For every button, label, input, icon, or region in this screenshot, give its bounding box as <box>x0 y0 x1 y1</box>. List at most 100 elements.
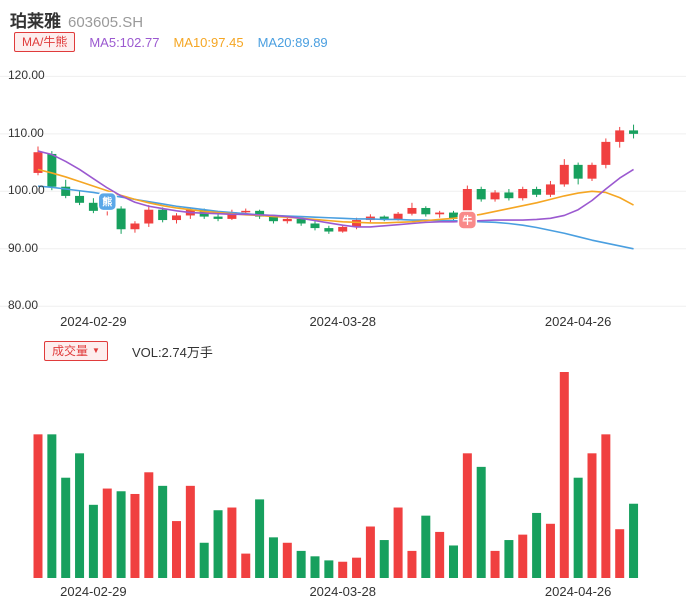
volume-bar <box>545 523 555 578</box>
candle[interactable] <box>518 189 528 199</box>
volume-bar <box>615 529 625 578</box>
candle[interactable] <box>615 130 625 142</box>
candle[interactable] <box>310 223 320 229</box>
candle[interactable] <box>338 226 348 232</box>
volume-bar <box>573 477 583 578</box>
ma10-line <box>37 168 634 224</box>
volume-bar <box>144 472 154 578</box>
volume-bar <box>407 550 417 578</box>
volume-bar <box>393 507 403 578</box>
candle[interactable] <box>559 164 569 185</box>
volume-bar <box>296 550 306 578</box>
ma20-value: MA20:89.89 <box>257 34 328 50</box>
candle[interactable] <box>116 208 126 230</box>
candle[interactable] <box>476 189 486 200</box>
candle[interactable] <box>490 192 500 200</box>
volume-bar <box>213 510 223 578</box>
volume-bar <box>130 493 140 578</box>
candle[interactable] <box>407 207 417 214</box>
y-axis-label: 110.00 <box>8 125 44 140</box>
ma5-value: MA5:102.77 <box>89 34 160 50</box>
candle[interactable] <box>75 195 85 203</box>
bull-glyph: 牛 <box>462 214 472 227</box>
candle[interactable] <box>545 184 555 195</box>
candle[interactable] <box>421 207 431 215</box>
volume-bar <box>421 515 431 578</box>
candle[interactable] <box>352 220 362 227</box>
candle[interactable] <box>379 216 389 220</box>
volume-bar <box>490 550 500 578</box>
candle[interactable] <box>227 212 237 219</box>
volume-bar <box>199 542 209 578</box>
volume-bar <box>532 512 542 578</box>
volume-bar <box>629 503 639 578</box>
x-axis-label: 2024-03-28 <box>309 314 376 329</box>
candle[interactable] <box>282 218 292 222</box>
volume-bar <box>462 453 472 578</box>
chevron-down-icon: ▼ <box>92 346 100 355</box>
candle[interactable] <box>462 189 472 219</box>
candle[interactable] <box>449 212 458 219</box>
price-chart[interactable]: 熊牛 120.00 110.00 100.00 90.00 80.00 <box>0 62 686 312</box>
volume-bar <box>75 453 85 578</box>
volume-bar <box>88 504 98 578</box>
volume-value: VOL:2.74万手 <box>131 344 213 360</box>
volume-indicator-label: 成交量 <box>52 344 89 358</box>
stock-symbol: 603605.SH <box>68 14 144 31</box>
volume-bar <box>282 542 292 578</box>
volume-bar <box>47 434 57 578</box>
x-axis-label: 2024-04-26 <box>544 314 612 329</box>
x-axis-label: 2024-03-28 <box>309 584 376 599</box>
volume-indicator-selector[interactable]: 成交量 ▼ <box>44 341 108 361</box>
candle[interactable] <box>241 210 251 213</box>
volume-bar <box>504 540 514 578</box>
volume-chart[interactable] <box>0 366 686 578</box>
candle[interactable] <box>61 186 71 196</box>
volume-chart-x-axis: 2024-02-29 2024-03-28 2024-04-26 <box>0 584 686 602</box>
candle[interactable] <box>268 216 278 222</box>
volume-bar <box>518 534 528 578</box>
bull-signal-badge: 牛 <box>457 210 478 230</box>
ma20-line <box>37 185 634 250</box>
volume-bar <box>61 477 71 578</box>
candle[interactable] <box>33 152 43 173</box>
volume-bar <box>102 488 112 578</box>
volume-bar <box>268 537 278 578</box>
candle[interactable] <box>172 215 181 221</box>
candle[interactable] <box>573 164 583 179</box>
candle[interactable] <box>393 213 403 220</box>
candle[interactable] <box>213 216 223 219</box>
y-axis-label: 120.00 <box>8 68 45 83</box>
ma-indicator-selector[interactable]: MA/牛熊 <box>14 32 76 52</box>
y-axis-label: 90.00 <box>8 240 39 255</box>
candle[interactable] <box>296 218 306 224</box>
ma10-value: MA10:97.45 <box>173 34 244 50</box>
candle[interactable] <box>144 209 154 224</box>
candlestick-svg: 熊牛 <box>0 75 686 307</box>
candle[interactable] <box>601 141 611 165</box>
candle[interactable] <box>158 209 168 221</box>
volume-bar <box>255 499 265 578</box>
candle[interactable] <box>629 130 639 134</box>
candle[interactable] <box>47 153 57 187</box>
candle[interactable] <box>255 210 265 217</box>
candle[interactable] <box>130 223 140 230</box>
y-axis-label: 100.00 <box>8 183 45 198</box>
volume-bar <box>559 372 569 578</box>
volume-bar <box>601 434 611 578</box>
candle[interactable] <box>435 212 445 215</box>
volume-bar <box>310 556 320 578</box>
volume-svg <box>33 372 639 578</box>
x-axis-label: 2024-02-29 <box>60 584 127 599</box>
volume-bar <box>587 453 597 578</box>
stock-name: 珀莱雅 <box>10 12 61 31</box>
volume-bar <box>449 545 458 578</box>
candle[interactable] <box>504 192 514 199</box>
ma5-line <box>37 150 634 228</box>
candle[interactable] <box>324 228 334 232</box>
candle[interactable] <box>88 202 98 211</box>
candle[interactable] <box>532 189 542 195</box>
volume-bar <box>338 561 348 578</box>
volume-bar <box>476 466 486 578</box>
candle[interactable] <box>587 164 597 179</box>
